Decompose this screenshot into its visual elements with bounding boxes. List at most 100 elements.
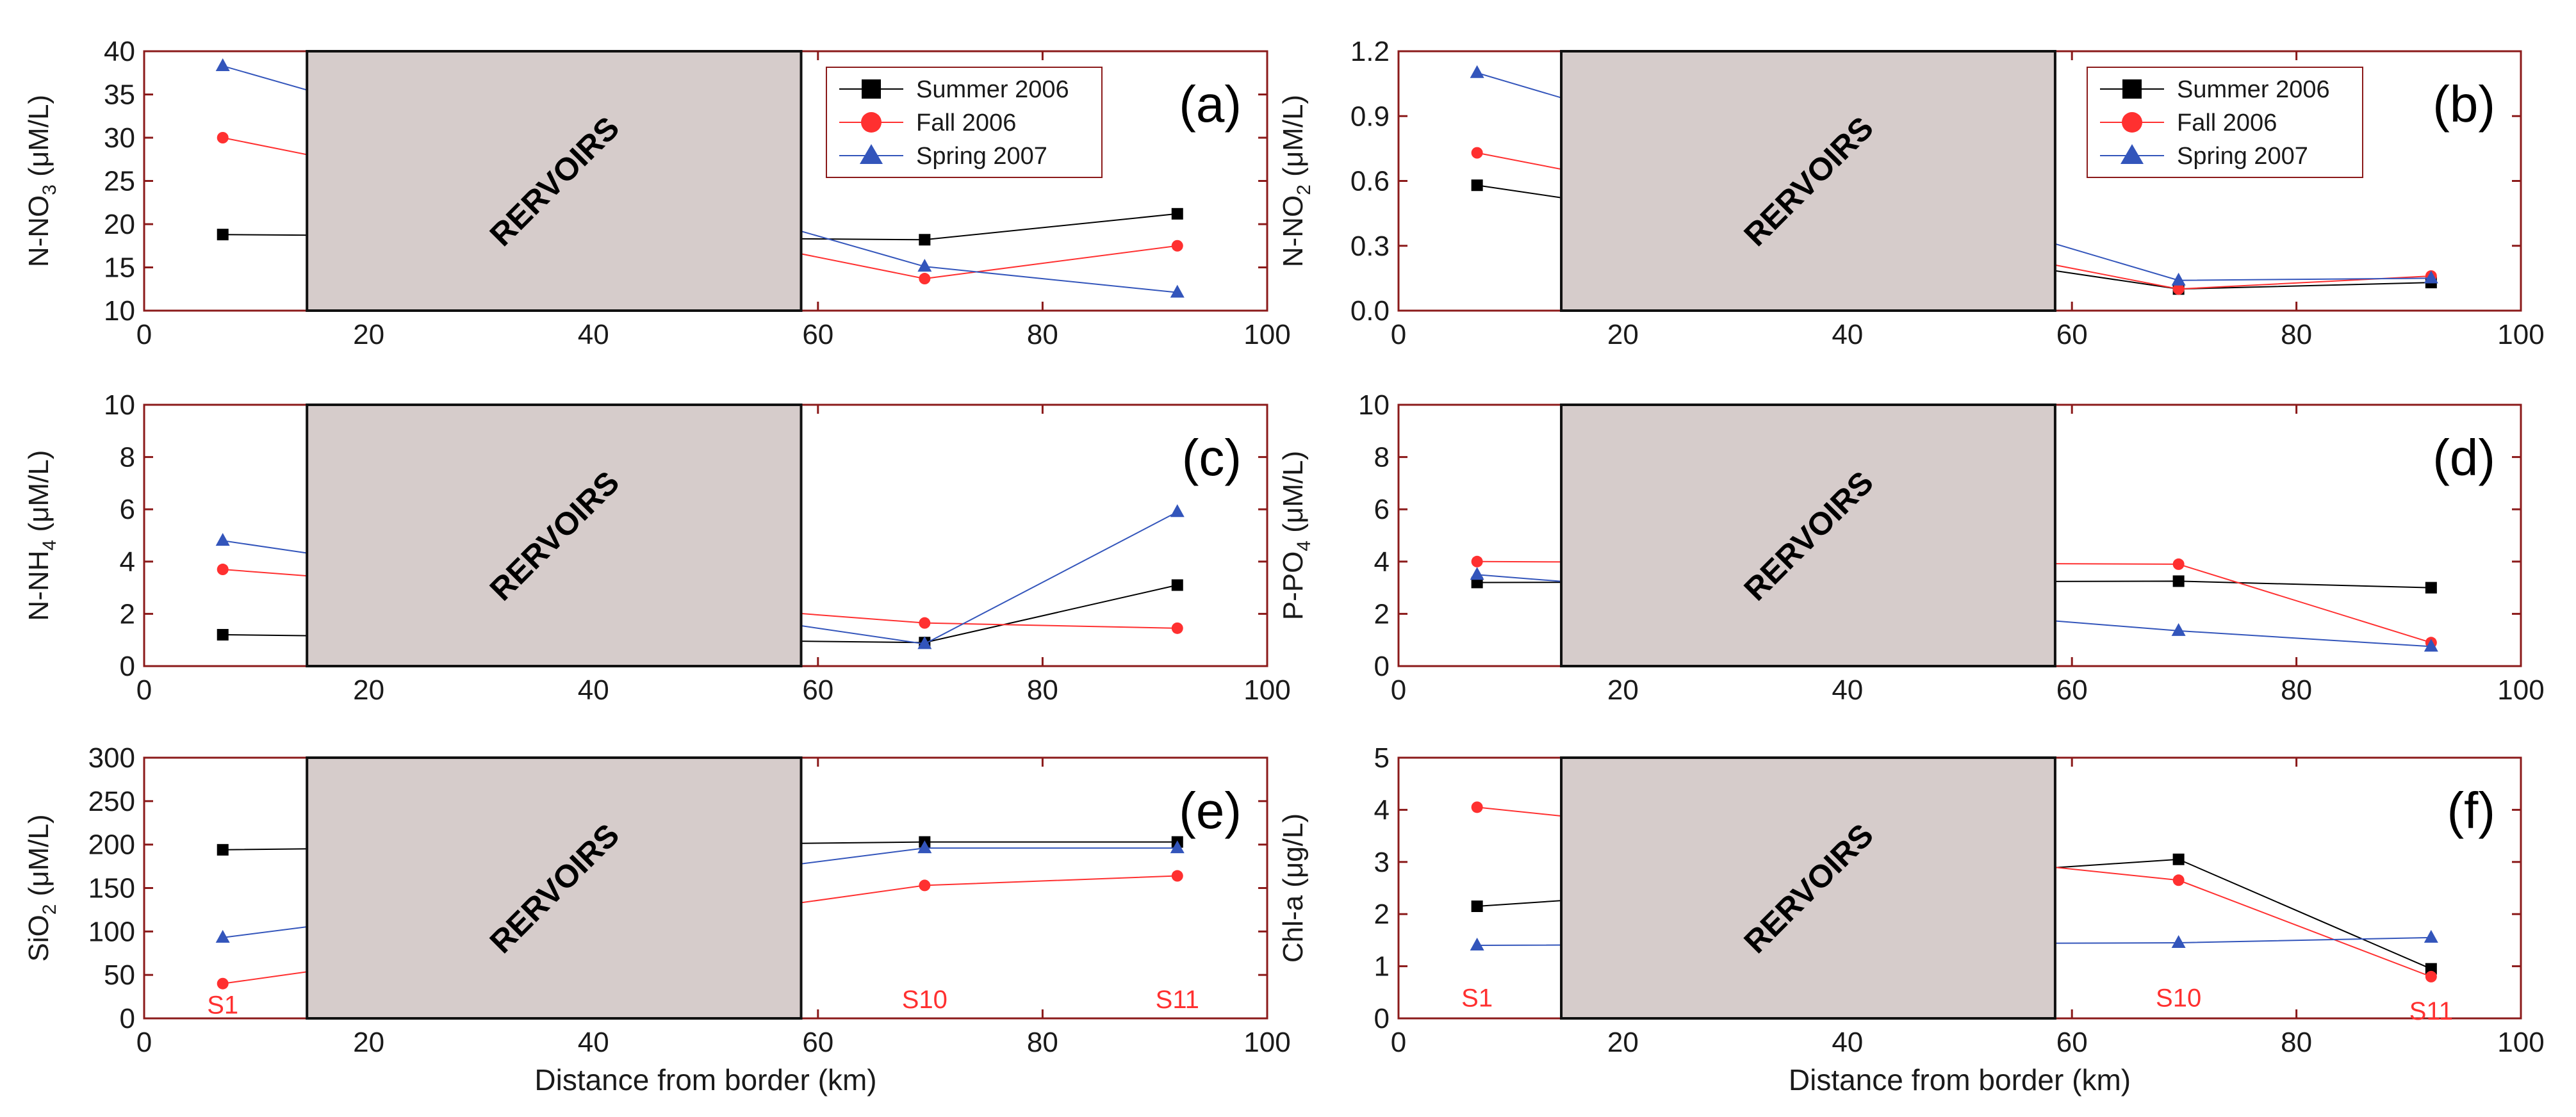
legend-entry-circle: Fall 2006 [2177,110,2277,136]
x-tick-label-b: 40 [1832,319,1863,350]
x-tick-label-f: 0 [1391,1027,1406,1058]
station-label-f: S10 [2156,984,2201,1012]
y-tick-label-c: 2 [120,598,135,630]
legend-marker-circle [2122,112,2142,133]
data-point-triangle-a [215,58,230,71]
legend-marker-circle [861,112,882,133]
y-tick-label-c: 8 [120,442,135,473]
x-tick-label-f: 100 [2497,1027,2544,1058]
data-point-circle-c [919,617,931,629]
x-tick-label-d: 80 [2281,674,2312,706]
data-point-triangle-f [2424,929,2438,943]
legend-entry-circle: Fall 2006 [916,110,1016,136]
legend-entry-triangle: Spring 2007 [916,143,1047,170]
y-tick-label-a: 30 [104,122,135,154]
x-tick-label-e: 80 [1027,1027,1058,1058]
x-tick-label-c: 80 [1027,674,1058,706]
x-tick-label-a: 0 [136,319,152,350]
x-tick-label-c: 40 [578,674,609,706]
legend-b: Summer 2006 Fall 2006 Spring 2007 [2087,67,2363,178]
y-tick-label-f: 0 [1374,1003,1390,1034]
y-tick-label-f: 3 [1374,847,1390,878]
data-point-triangle-c [1170,504,1185,518]
y-tick-label-d: 4 [1374,546,1390,578]
data-point-square-d [2425,582,2437,594]
station-label-f: S1 [1461,984,1493,1012]
y-axis-label-c: N-NH4 (μM/L) [23,450,60,621]
y-axis-label-b: N-NO2 (μM/L) [1277,95,1315,267]
legend-entry-square: Summer 2006 [916,76,1069,103]
data-point-triangle-f [2171,934,2186,948]
data-point-circle-e [1171,870,1183,882]
data-point-triangle-d [2171,623,2186,636]
legend-entry-triangle: Spring 2007 [2177,143,2308,170]
y-tick-label-d: 2 [1374,598,1390,630]
legend-marker-square [862,79,881,99]
x-tick-label-d: 60 [2056,674,2088,706]
y-axis-label-f: Chl-a (μg/L) [1277,813,1309,963]
y-tick-label-b: 0.9 [1350,101,1390,132]
data-point-square-f [1471,900,1483,912]
y-tick-label-c: 0 [120,651,135,682]
data-point-circle-f [2425,970,2437,982]
panel-tag-c: (c) [1182,429,1242,486]
y-axis-label-a: N-NO3 (μM/L) [23,95,60,267]
data-point-square-c [1171,579,1183,591]
x-tick-label-a: 80 [1027,319,1058,350]
data-point-triangle-d [1470,567,1484,580]
legend-marker-triangle [2121,144,2144,164]
data-point-circle-a [1171,240,1183,252]
data-point-triangle-b [2424,270,2438,284]
reservoir-box-c [306,404,803,667]
x-tick-label-f: 80 [2281,1027,2312,1058]
y-tick-label-f: 2 [1374,899,1390,930]
y-tick-label-e: 0 [120,1003,135,1034]
reservoir-box-a [306,50,803,312]
data-point-circle-c [1171,622,1183,634]
x-tick-label-e: 60 [802,1027,833,1058]
legend-marker-square [2122,79,2142,99]
reservoir-box-b [1560,50,2056,312]
data-point-circle-b [2172,283,2185,295]
y-tick-label-e: 150 [88,873,135,904]
data-point-square-a [1171,208,1183,220]
data-point-circle-f [2172,874,2185,886]
x-tick-label-a: 60 [802,319,833,350]
panel-tag-b: (b) [2432,76,2495,133]
reservoir-box-e [306,756,803,1020]
data-point-square-b [1471,179,1483,192]
data-point-triangle-c [917,636,932,649]
x-tick-label-f: 20 [1607,1027,1639,1058]
panel-tag-f: (f) [2447,782,2495,839]
data-point-circle-a [919,273,931,285]
station-label-f: S11 [2409,997,2453,1025]
data-point-triangle-e [917,840,932,854]
data-point-triangle-b [1470,65,1484,78]
data-point-square-d [2172,575,2185,587]
station-label-e: S11 [1156,986,1199,1014]
panel-tag-d: (d) [2432,429,2495,486]
x-tick-label-d: 100 [2497,674,2544,706]
y-tick-label-a: 10 [104,295,135,327]
data-point-circle-a [217,132,229,143]
panel-f: 0 20 40 60 80 100 0 1 2 3 4 5 Chl-a (μg/L) Distance f… [1277,742,2545,1097]
reservoir-box-f [1560,756,2056,1020]
y-tick-label-a: 40 [104,36,135,67]
data-point-triangle-b [2171,272,2186,286]
y-tick-label-e: 300 [88,742,135,774]
data-point-triangle-f [1470,938,1484,951]
y-tick-label-d: 10 [1358,389,1390,421]
x-tick-label-c: 20 [353,674,384,706]
x-tick-label-e: 40 [578,1027,609,1058]
legend-entry-square: Summer 2006 [2177,76,2330,103]
y-axis-label-d: P-PO4 (μM/L) [1277,451,1315,621]
reservoir-box-d [1560,404,2056,667]
x-tick-label-d: 20 [1607,674,1639,706]
x-tick-label-e: 100 [1243,1027,1290,1058]
y-tick-label-a: 20 [104,209,135,240]
x-tick-label-b: 0 [1391,319,1406,350]
